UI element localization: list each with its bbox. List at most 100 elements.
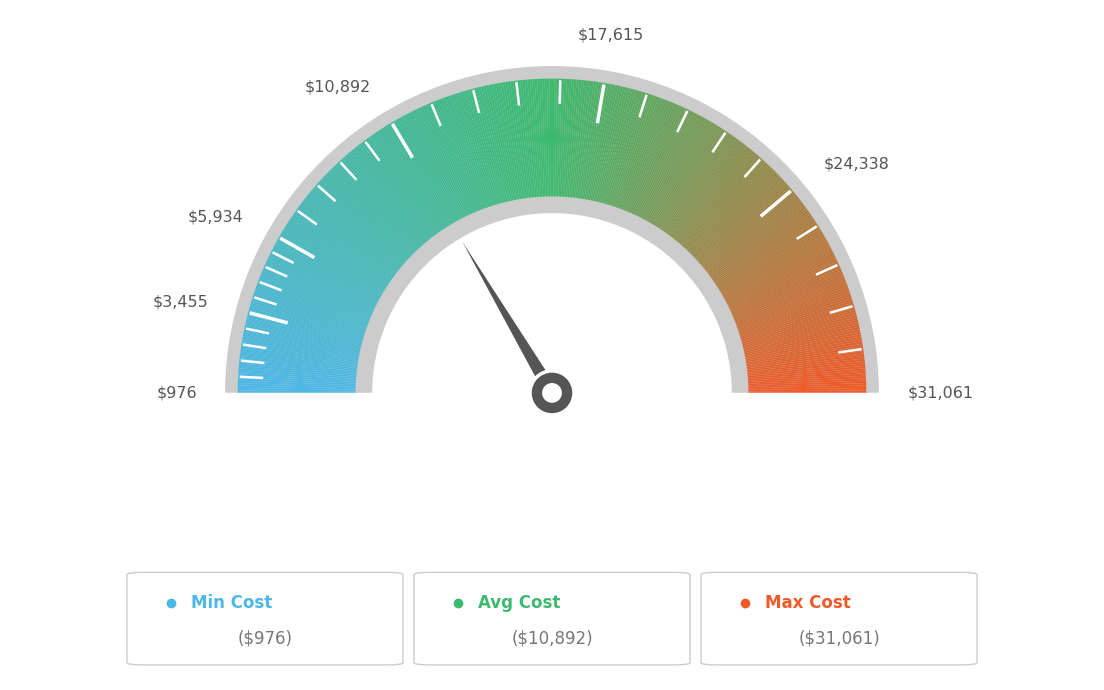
Wedge shape bbox=[500, 82, 521, 201]
Wedge shape bbox=[550, 79, 552, 198]
Wedge shape bbox=[240, 361, 358, 375]
Wedge shape bbox=[746, 364, 866, 376]
Wedge shape bbox=[353, 148, 431, 242]
Wedge shape bbox=[732, 270, 842, 318]
Wedge shape bbox=[746, 373, 866, 382]
Wedge shape bbox=[740, 305, 854, 340]
Wedge shape bbox=[645, 117, 703, 222]
Wedge shape bbox=[244, 327, 361, 353]
Wedge shape bbox=[270, 250, 379, 306]
Wedge shape bbox=[467, 90, 500, 206]
Wedge shape bbox=[319, 179, 408, 262]
Wedge shape bbox=[520, 80, 533, 199]
Polygon shape bbox=[65, 393, 1039, 566]
Wedge shape bbox=[745, 346, 863, 366]
Wedge shape bbox=[666, 137, 736, 235]
Wedge shape bbox=[654, 125, 719, 228]
Wedge shape bbox=[620, 99, 666, 211]
Wedge shape bbox=[453, 94, 491, 208]
Wedge shape bbox=[502, 82, 523, 200]
Text: $24,338: $24,338 bbox=[824, 156, 889, 171]
Wedge shape bbox=[465, 90, 499, 206]
Wedge shape bbox=[378, 130, 445, 231]
Wedge shape bbox=[618, 97, 661, 210]
Wedge shape bbox=[734, 279, 846, 324]
Wedge shape bbox=[723, 244, 830, 302]
Wedge shape bbox=[670, 143, 745, 239]
Wedge shape bbox=[282, 230, 385, 294]
Wedge shape bbox=[740, 310, 856, 343]
Wedge shape bbox=[490, 84, 516, 201]
Wedge shape bbox=[716, 224, 819, 290]
Wedge shape bbox=[238, 371, 358, 381]
Wedge shape bbox=[252, 298, 367, 335]
Wedge shape bbox=[538, 79, 544, 198]
Wedge shape bbox=[718, 226, 820, 291]
Wedge shape bbox=[240, 358, 359, 373]
Wedge shape bbox=[669, 141, 743, 238]
Wedge shape bbox=[423, 106, 474, 215]
Text: $5,934: $5,934 bbox=[188, 210, 243, 225]
Wedge shape bbox=[407, 113, 464, 220]
Wedge shape bbox=[650, 121, 712, 225]
Wedge shape bbox=[392, 121, 454, 225]
Wedge shape bbox=[744, 337, 861, 359]
Wedge shape bbox=[741, 315, 857, 346]
Wedge shape bbox=[264, 266, 374, 315]
Wedge shape bbox=[246, 319, 362, 349]
Wedge shape bbox=[380, 129, 446, 230]
FancyBboxPatch shape bbox=[701, 573, 977, 665]
Wedge shape bbox=[746, 368, 866, 379]
Wedge shape bbox=[337, 162, 420, 251]
Wedge shape bbox=[595, 86, 623, 203]
Wedge shape bbox=[629, 104, 679, 215]
Wedge shape bbox=[555, 79, 560, 198]
Wedge shape bbox=[484, 86, 511, 203]
Wedge shape bbox=[290, 216, 391, 285]
Wedge shape bbox=[572, 80, 586, 199]
Wedge shape bbox=[587, 83, 611, 201]
Wedge shape bbox=[532, 79, 541, 199]
Wedge shape bbox=[692, 174, 779, 258]
Wedge shape bbox=[238, 375, 358, 384]
Wedge shape bbox=[410, 112, 465, 219]
Wedge shape bbox=[253, 296, 367, 334]
Wedge shape bbox=[340, 159, 422, 249]
Wedge shape bbox=[588, 84, 614, 201]
Wedge shape bbox=[278, 237, 383, 297]
Wedge shape bbox=[275, 241, 381, 300]
Wedge shape bbox=[327, 172, 413, 257]
Wedge shape bbox=[266, 262, 375, 313]
Wedge shape bbox=[713, 216, 814, 285]
Wedge shape bbox=[241, 351, 359, 368]
Wedge shape bbox=[267, 257, 376, 310]
Wedge shape bbox=[471, 88, 503, 204]
Wedge shape bbox=[739, 303, 853, 339]
Wedge shape bbox=[636, 110, 690, 218]
Wedge shape bbox=[730, 266, 840, 315]
Wedge shape bbox=[244, 329, 361, 355]
Wedge shape bbox=[348, 152, 426, 245]
Wedge shape bbox=[243, 334, 361, 358]
Circle shape bbox=[530, 371, 574, 415]
Wedge shape bbox=[560, 79, 566, 198]
Wedge shape bbox=[577, 81, 596, 200]
Wedge shape bbox=[720, 233, 824, 295]
Wedge shape bbox=[403, 115, 460, 221]
Wedge shape bbox=[359, 143, 434, 239]
Wedge shape bbox=[697, 181, 786, 263]
Wedge shape bbox=[432, 101, 479, 213]
Wedge shape bbox=[552, 79, 554, 198]
Wedge shape bbox=[682, 159, 764, 249]
Wedge shape bbox=[254, 291, 368, 331]
Wedge shape bbox=[715, 220, 816, 287]
Wedge shape bbox=[247, 315, 363, 346]
Wedge shape bbox=[382, 128, 447, 229]
Wedge shape bbox=[289, 218, 390, 286]
Wedge shape bbox=[385, 125, 450, 228]
Wedge shape bbox=[729, 262, 838, 313]
Wedge shape bbox=[576, 81, 594, 200]
Wedge shape bbox=[518, 80, 532, 199]
Text: $10,892: $10,892 bbox=[305, 80, 371, 95]
Wedge shape bbox=[344, 155, 424, 247]
